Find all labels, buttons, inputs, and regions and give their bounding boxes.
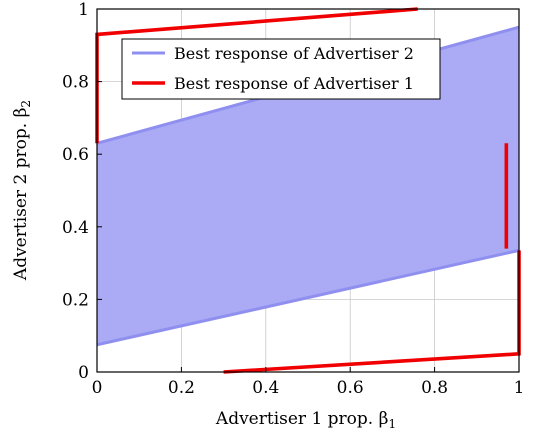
band-area — [97, 27, 519, 345]
x-tick-label: 0.8 — [421, 378, 448, 398]
y-tick-label: 0.2 — [62, 290, 89, 310]
x-tick-label: 0.2 — [168, 378, 195, 398]
legend: Best response of Advertiser 2 Best respo… — [121, 38, 441, 100]
y-axis-label: Advertiser 2 prop. β2 — [11, 100, 33, 281]
y-tick-label: 1 — [78, 0, 89, 20]
legend-label-advertiser-2: Best response of Advertiser 2 — [174, 44, 414, 63]
y-tick-label: 0.4 — [62, 218, 89, 238]
y-tick-label: 0.6 — [62, 145, 89, 165]
plot-frame — [96, 8, 520, 373]
x-axis-label: Advertiser 1 prop. β1 — [215, 409, 396, 431]
x-tick-label: 1 — [514, 378, 525, 398]
y-tick-label: 0 — [78, 363, 89, 383]
legend-box — [121, 38, 441, 100]
x-tick-label: 0.4 — [252, 378, 279, 398]
axis-ticks: 0 0.2 0.4 0.6 0.8 1 0 0.2 0.4 0.6 0.8 1 — [62, 0, 524, 398]
legend-label-advertiser-1: Best response of Advertiser 1 — [174, 74, 414, 93]
y-tick-label: 0.8 — [62, 73, 89, 93]
x-tick-label: 0.6 — [337, 378, 364, 398]
x-tick-label: 0 — [92, 378, 103, 398]
band-lower-edge — [96, 248, 520, 347]
